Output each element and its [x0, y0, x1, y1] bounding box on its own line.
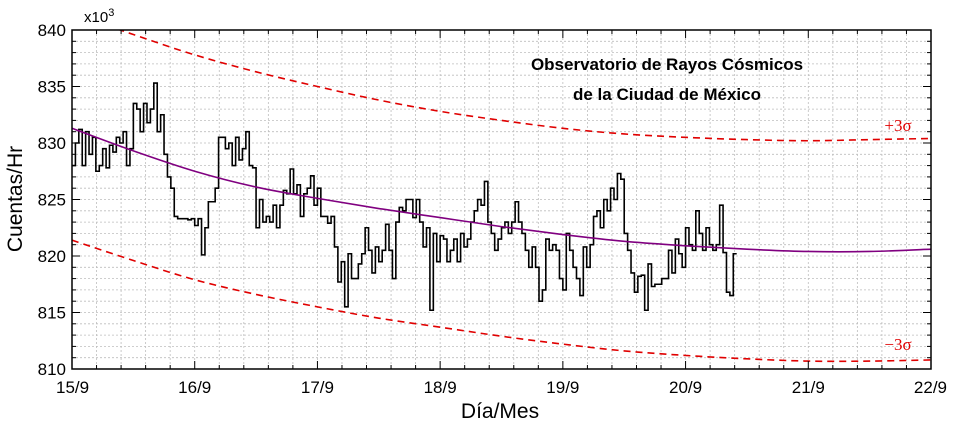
x-tick-label: 20/9 [669, 378, 702, 397]
minus-3-sigma-label: −3σ [884, 335, 911, 354]
y-tick-label: 840 [38, 21, 66, 40]
y-tick-label: 825 [38, 191, 66, 210]
plus-3-sigma-line [117, 30, 931, 142]
x-tick-label: 16/9 [178, 378, 211, 397]
y-tick-label: 830 [38, 134, 66, 153]
trend-fit-line [72, 127, 931, 253]
hourly-counts-step-line [72, 82, 737, 312]
chart-title-line-2: de la Ciudad de México [573, 85, 761, 104]
x-tick-label: 15/9 [56, 378, 89, 397]
x-tick-label: 18/9 [424, 378, 457, 397]
axis-ticks [71, 29, 932, 370]
grid [71, 29, 932, 370]
y-multiplier: x103 [84, 7, 114, 26]
x-tick-label: 19/9 [546, 378, 579, 397]
tick-labels: 15/9 16/9 17/9 18/9 19/9 20/9 21/9 22/9 810 815 82… [38, 21, 947, 397]
plot-area [72, 30, 931, 363]
x-axis-label: Día/Mes [461, 400, 539, 423]
y-tick-label: 835 [38, 78, 66, 97]
plus-3-sigma-label: +3σ [884, 116, 911, 135]
y-tick-label: 815 [38, 304, 66, 323]
y-tick-label: 820 [38, 247, 66, 266]
x-tick-label: 21/9 [792, 378, 825, 397]
y-tick-label: 810 [38, 360, 66, 379]
minus-3-sigma-line [72, 239, 931, 363]
chart-title-line-1: Observatorio de Rayos Cósmicos [531, 55, 803, 74]
x-tick-label: 22/9 [914, 378, 947, 397]
x-tick-label: 17/9 [301, 378, 334, 397]
y-axis-label: Cuentas/Hr [4, 146, 27, 252]
